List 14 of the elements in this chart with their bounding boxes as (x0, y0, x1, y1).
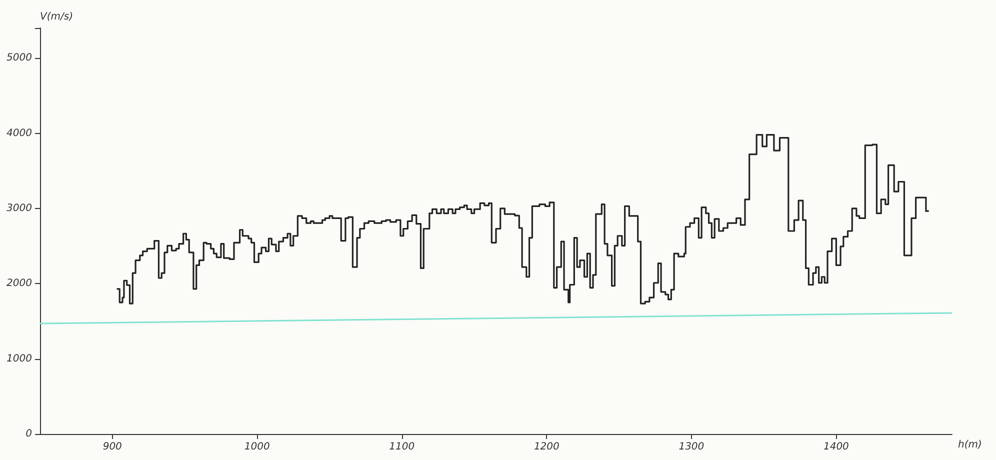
x-tick-label: 1400 (823, 442, 849, 452)
x-tick-label: 1200 (534, 442, 560, 452)
y-tick-label: 0 (26, 428, 32, 440)
x-axis-title: h(m) (958, 440, 982, 450)
y-tick-label: 4000 (6, 128, 32, 139)
y-tick-label: 5000 (6, 52, 32, 64)
y-tick-label: 1000 (6, 353, 32, 364)
y-tick-label: 3000 (6, 202, 32, 214)
x-tick-label: 1100 (389, 442, 415, 452)
x-tick-label: 900 (102, 442, 122, 452)
y-axis-title: V(m/s) (40, 12, 73, 22)
x-tick-label: 1000 (244, 442, 270, 452)
y-tick-label: 2000 (6, 278, 32, 290)
x-tick-label: 1300 (678, 442, 704, 452)
